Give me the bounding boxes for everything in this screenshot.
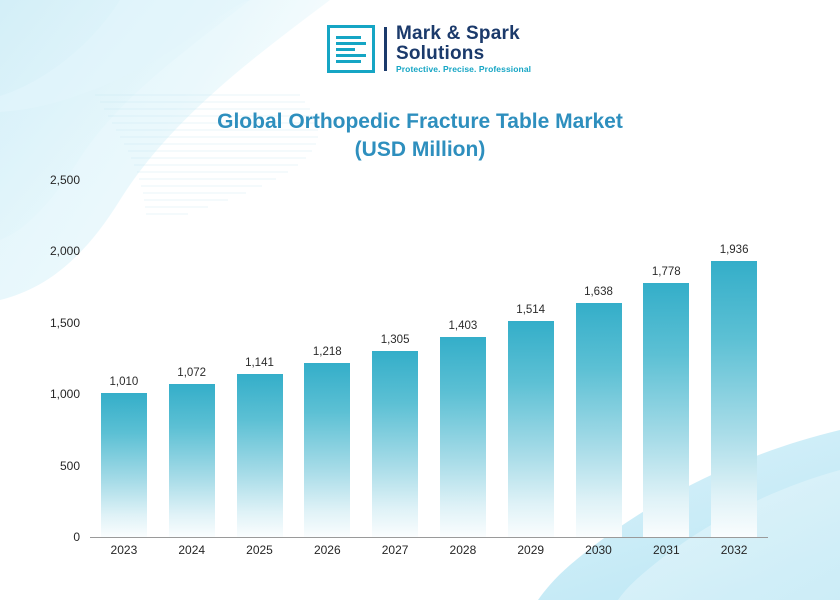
x-axis-tick-label: 2027 xyxy=(381,543,409,557)
bar-slot: 1,778 xyxy=(632,180,700,537)
bar[interactable] xyxy=(168,383,215,537)
bar-slot: 1,010 xyxy=(90,180,158,537)
bar[interactable] xyxy=(236,374,283,537)
x-axis-tick-label: 2031 xyxy=(652,543,680,557)
bar-series: 1,010 1,072 1,141 1,218 1,305 1,403 1,514 1,638… xyxy=(90,180,768,537)
bar-slot: 1,072 xyxy=(158,180,226,537)
bar-value-label: 1,072 xyxy=(177,366,207,379)
bar-slot: 1,218 xyxy=(293,180,361,537)
bar-value-label: 1,514 xyxy=(516,303,546,316)
logo-tagline: Protective. Precise. Professional xyxy=(396,64,532,75)
x-axis-line xyxy=(90,537,768,538)
bar-value-label: 1,010 xyxy=(109,375,139,388)
x-axis: 2023 2024 2025 2026 2027 2028 2029 2030 2031 2032 xyxy=(90,543,768,563)
bar[interactable] xyxy=(304,363,351,537)
bar[interactable] xyxy=(575,303,622,537)
logo-text: Mark & Spark Solutions Protective. Preci… xyxy=(396,24,531,74)
x-axis-tick-label: 2023 xyxy=(110,543,138,557)
x-axis-tick-label: 2026 xyxy=(313,543,341,557)
x-axis-tick-label: 2032 xyxy=(720,543,748,557)
brand-logo: Mark & Spark Solutions Protective. Preci… xyxy=(327,20,531,78)
bar-value-label: 1,778 xyxy=(651,266,681,279)
bar[interactable] xyxy=(101,392,147,537)
x-axis-tick-label: 2030 xyxy=(585,543,612,557)
bar-value-label: 1,403 xyxy=(448,319,478,332)
bar[interactable] xyxy=(643,283,690,537)
bar-slot: 1,936 xyxy=(700,180,768,537)
bar-value-label: 1,141 xyxy=(245,357,274,370)
bar-slot: 1,514 xyxy=(497,180,565,537)
bar[interactable] xyxy=(507,320,554,537)
y-axis-tick-label: 1,500 xyxy=(49,315,80,330)
y-axis: 0 500 1,000 1,500 2,000 2,500 xyxy=(14,0,80,600)
x-axis-tick-label: 2028 xyxy=(449,543,477,557)
bar-value-label: 1,218 xyxy=(312,346,342,359)
logo-name-line1: Mark & Spark xyxy=(396,23,520,45)
bar-slot: 1,305 xyxy=(361,180,429,537)
bar-slot: 1,638 xyxy=(565,180,633,537)
bar[interactable] xyxy=(711,260,758,537)
bar-slot: 1,403 xyxy=(429,180,497,537)
bar[interactable] xyxy=(372,350,419,537)
x-axis-tick-label: 2029 xyxy=(517,543,545,557)
y-axis-tick-label: 1,000 xyxy=(49,387,80,402)
bar[interactable] xyxy=(440,336,486,537)
logo-divider xyxy=(384,27,387,71)
x-axis-tick-label: 2024 xyxy=(178,543,206,557)
y-axis-tick-label: 0 xyxy=(73,530,80,544)
bar-slot: 1,141 xyxy=(226,180,294,537)
x-axis-tick-label: 2025 xyxy=(246,543,273,557)
chart-title-line1: Global Orthopedic Fracture Table Market xyxy=(217,110,623,133)
bar-value-label: 1,638 xyxy=(584,286,613,299)
bar-value-label: 1,936 xyxy=(719,243,749,256)
y-axis-tick-label: 500 xyxy=(59,458,80,473)
y-axis-tick-label: 2,000 xyxy=(49,244,80,259)
chart-title: Global Orthopedic Fracture Table Market … xyxy=(0,108,840,165)
document-lines-icon xyxy=(327,25,375,73)
chart-title-line2: (USD Million) xyxy=(354,138,486,162)
bar-value-label: 1,305 xyxy=(380,333,410,346)
y-axis-tick-label: 2,500 xyxy=(49,173,80,187)
logo-name-line2: Solutions xyxy=(396,43,485,65)
